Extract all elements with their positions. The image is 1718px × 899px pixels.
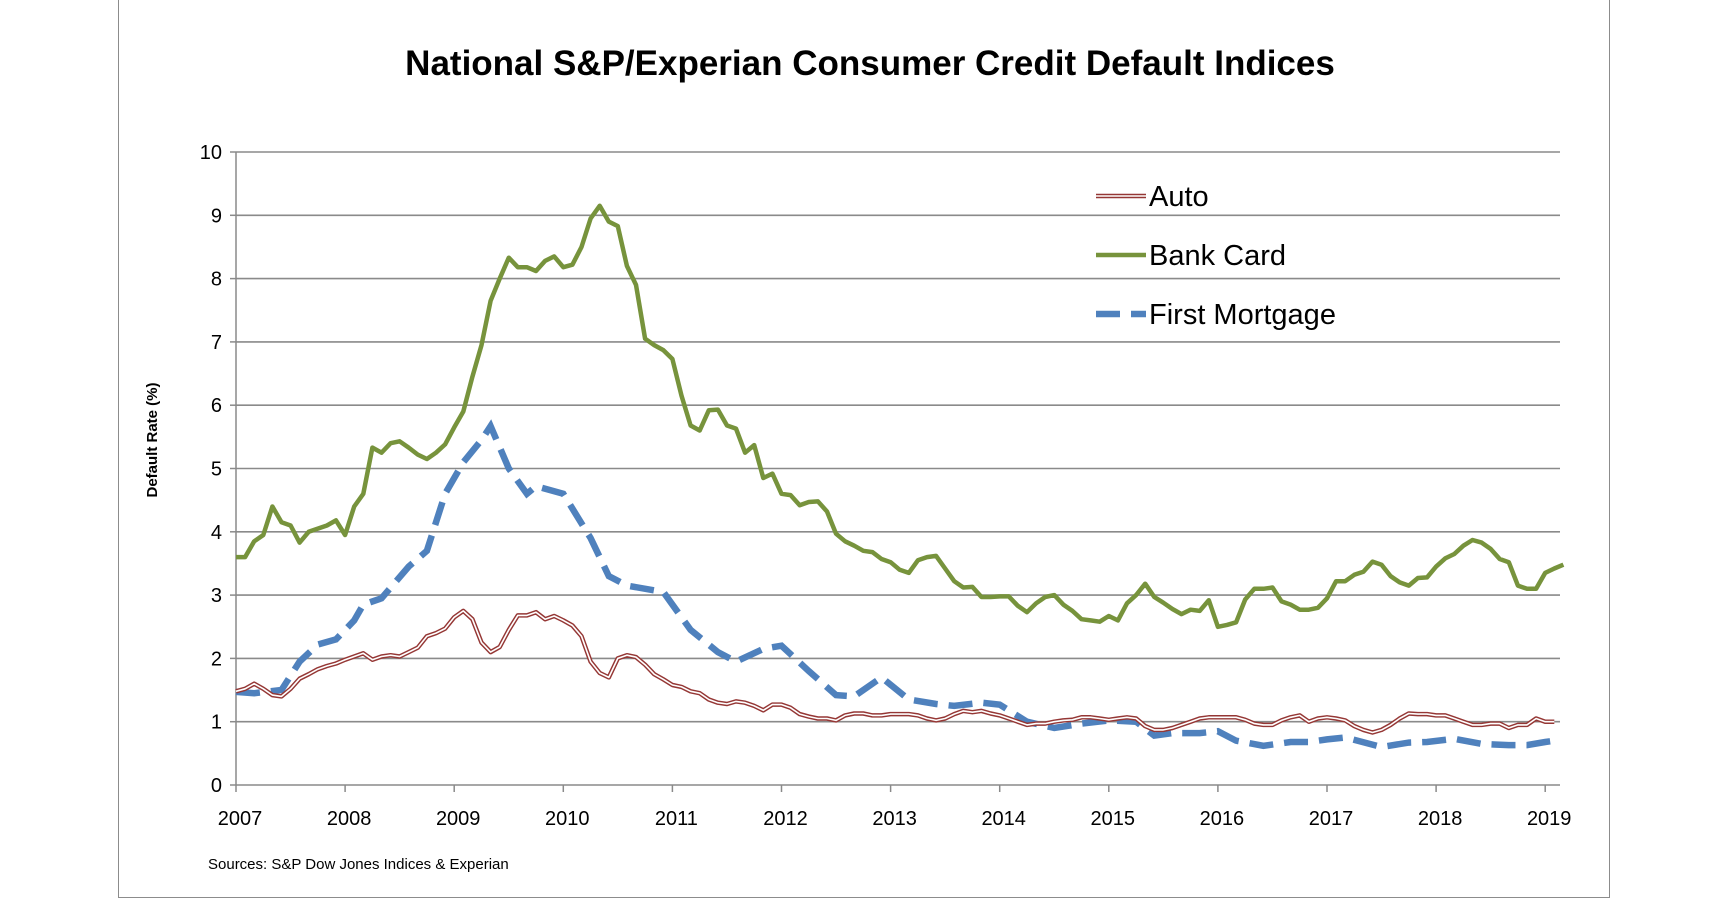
x-tick-label: 2009 bbox=[436, 808, 481, 830]
x-tick-label: 2017 bbox=[1309, 808, 1354, 830]
legend-label-auto: Auto bbox=[1149, 181, 1209, 213]
y-tick-label: 7 bbox=[211, 332, 222, 354]
x-tick-label: 2007 bbox=[218, 808, 263, 830]
axes: 0 1 2 3 4 5 6 7 8 9 10 2007 2008 2009 2010 2011 2012 2013… bbox=[200, 142, 1572, 830]
y-tick-label: 6 bbox=[211, 395, 222, 417]
y-tick-label: 10 bbox=[200, 142, 222, 164]
legend-label-first-mortgage: First Mortgage bbox=[1149, 299, 1336, 331]
series-lines bbox=[235, 203, 1565, 751]
chart-frame bbox=[118, 0, 1610, 898]
y-tick-label: 5 bbox=[211, 459, 222, 481]
x-tick-label: 2015 bbox=[1091, 808, 1136, 830]
y-axis-label: Default Rate (%) bbox=[144, 382, 161, 497]
gridlines bbox=[236, 151, 1560, 723]
source-note: Sources: S&P Dow Jones Indices & Experia… bbox=[208, 856, 509, 873]
first-mortgage-line bbox=[235, 419, 1555, 751]
legend: Auto Bank Card First Mortgage bbox=[1096, 181, 1336, 331]
chart-title: National S&P/Experian Consumer Credit De… bbox=[405, 44, 1335, 83]
y-tick-label: 3 bbox=[211, 585, 222, 607]
x-tick-label: 2013 bbox=[872, 808, 917, 830]
y-tick-label: 2 bbox=[211, 648, 222, 670]
x-tick-label: 2019 bbox=[1527, 808, 1572, 830]
x-tick-label: 2011 bbox=[655, 808, 698, 830]
x-tick-label: 2012 bbox=[763, 808, 808, 830]
x-tick-label: 2008 bbox=[327, 808, 372, 830]
auto-line-inner bbox=[235, 610, 1555, 734]
x-tick-label: 2014 bbox=[981, 808, 1026, 830]
y-tick-label: 8 bbox=[211, 269, 222, 291]
bank-card-line bbox=[236, 203, 1565, 630]
y-tick-label: 1 bbox=[211, 712, 222, 734]
y-tick-label: 4 bbox=[211, 522, 222, 544]
legend-label-bank-card: Bank Card bbox=[1149, 240, 1286, 272]
y-tick-label: 9 bbox=[211, 205, 222, 227]
x-tick-label: 2018 bbox=[1418, 808, 1463, 830]
x-tick-label: 2010 bbox=[545, 808, 590, 830]
x-tick-label: 2016 bbox=[1200, 808, 1245, 830]
y-tick-label: 0 bbox=[211, 775, 222, 797]
